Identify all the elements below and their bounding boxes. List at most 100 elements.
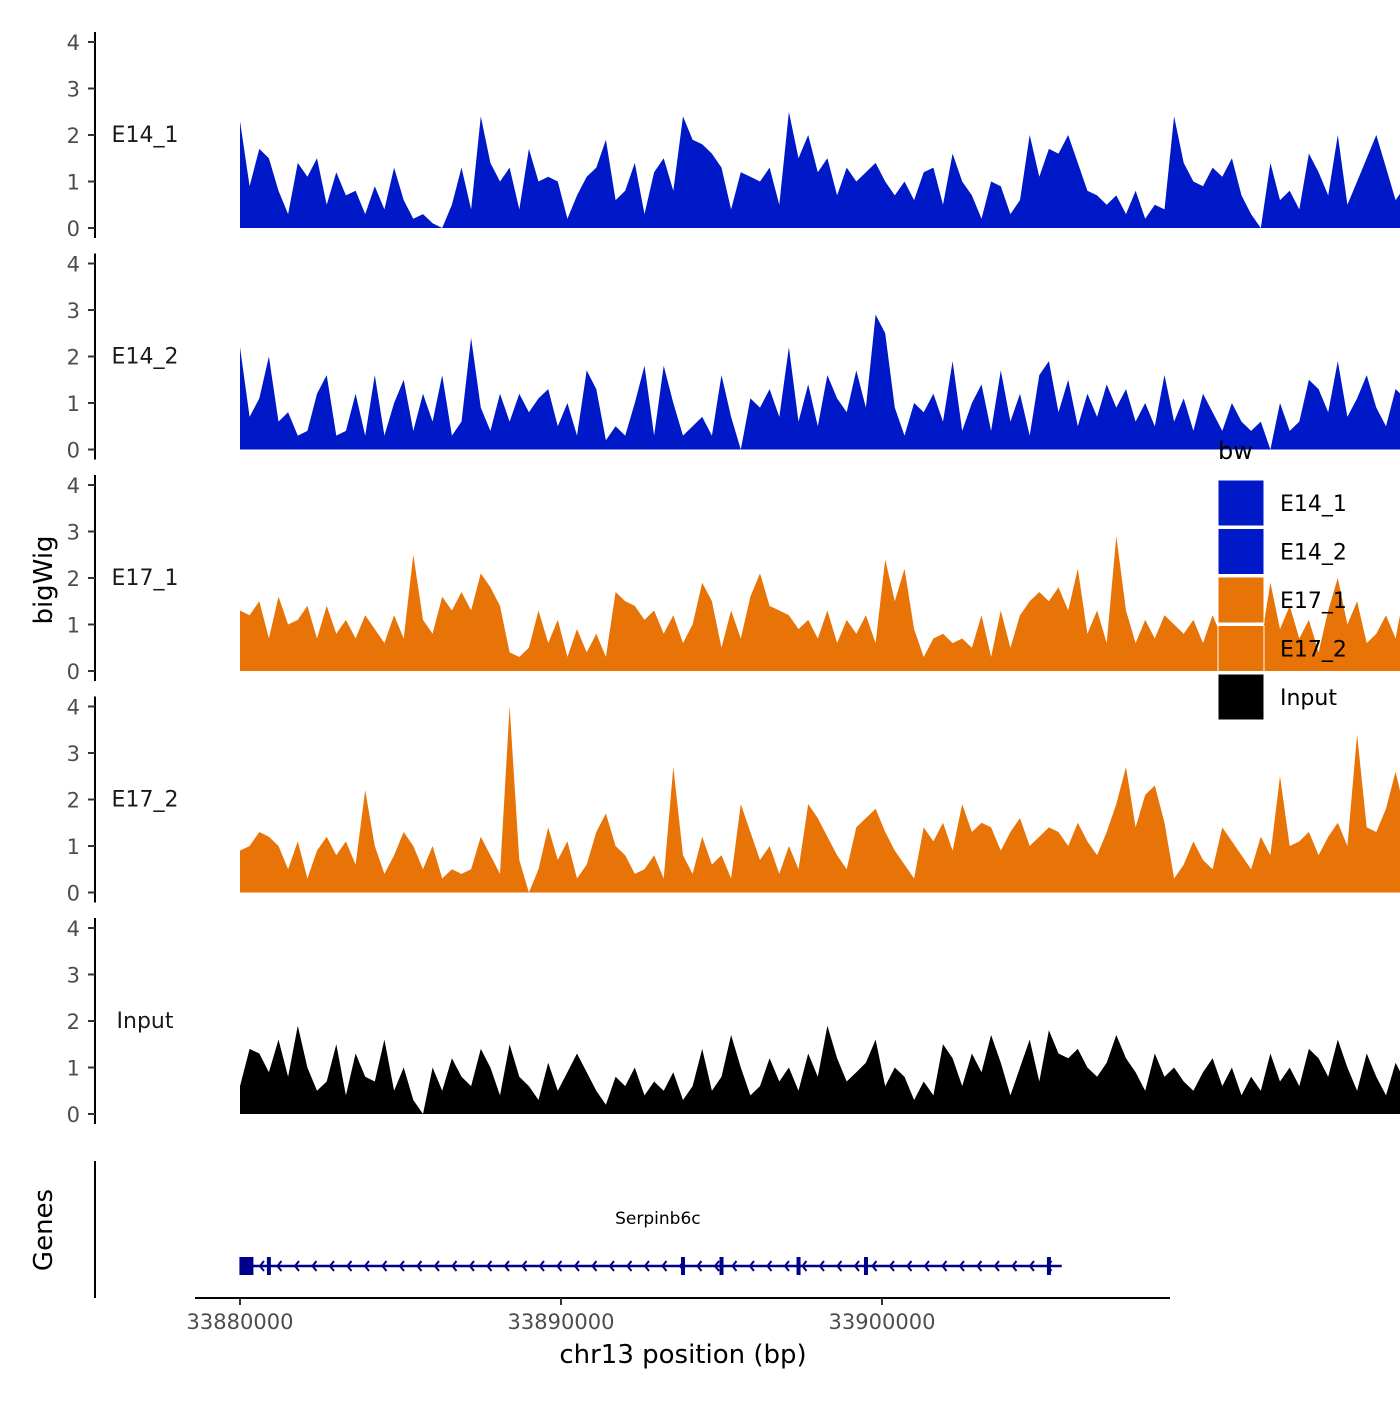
track-y-tick-label: 0	[67, 439, 80, 463]
legend-label: E17_2	[1280, 638, 1347, 663]
gene-exon	[239, 1257, 254, 1275]
strand-arrow	[293, 1260, 300, 1272]
strand-arrow	[258, 1260, 265, 1272]
strand-arrow	[416, 1260, 423, 1272]
legend-item-e17_2: E17_2	[1217, 625, 1347, 672]
genes-panel-label: Genes	[29, 1189, 59, 1271]
track-y-tick-label: 1	[67, 1057, 80, 1081]
coverage-area	[240, 536, 1400, 671]
strand-arrow	[608, 1260, 615, 1272]
legend: bw E14_1 E14_2 E17_1 E17_2 Input	[1217, 437, 1347, 721]
track-y-tick-label: 0	[67, 1103, 80, 1127]
strand-arrow	[906, 1260, 913, 1272]
strand-arrow	[328, 1260, 335, 1272]
strand-arrow	[853, 1260, 860, 1272]
legend-items: E14_1 E14_2 E17_1 E17_2 Input	[1217, 479, 1347, 721]
gene-exon	[719, 1257, 724, 1275]
track-y-tick-label: 4	[67, 917, 80, 941]
track-y-tick-label: 2	[67, 567, 80, 591]
track-y-tick-label: 2	[67, 1010, 80, 1034]
strand-arrow	[923, 1260, 930, 1272]
gene-serpinb6c: Serpinb6c	[239, 1209, 1062, 1275]
strand-arrow	[591, 1260, 598, 1272]
track-y-tick-label: 1	[67, 614, 80, 638]
track-y-tick-label: 4	[67, 31, 80, 55]
strand-arrow	[766, 1260, 773, 1272]
strand-arrow	[836, 1260, 843, 1272]
strand-arrow	[993, 1260, 1000, 1272]
track-e14_1: 0 1 2 3 4 E14_1	[67, 31, 1400, 241]
legend-item-e14_2: E14_2	[1217, 528, 1347, 575]
track-y-tick-label: 2	[67, 789, 80, 813]
legend-label: E14_1	[1280, 492, 1347, 517]
legend-swatch	[1217, 673, 1265, 721]
strand-arrow	[888, 1260, 895, 1272]
track-label: E17_1	[112, 566, 179, 591]
track-y-tick-label: 3	[67, 299, 80, 323]
x-tick-label: 33880000	[187, 1310, 294, 1334]
gene-exon	[1046, 1257, 1051, 1275]
gene-layer: Serpinb6c	[239, 1209, 1062, 1275]
tracks-layer: 0 1 2 3 4 E14_1 0 1 2 3 4 E14_2 0 1 2 3 4 E17_1 0 1 2 3 4 E17_2…	[67, 31, 1400, 1127]
track-y-tick-label: 0	[67, 882, 80, 906]
track-y-tick-label: 3	[67, 521, 80, 545]
gene-name-label: Serpinb6c	[615, 1209, 700, 1229]
strand-arrow	[801, 1260, 808, 1272]
track-y-tick-label: 4	[67, 253, 80, 277]
track-y-tick-label: 3	[67, 742, 80, 766]
y-axis-title: bigWig	[29, 535, 59, 624]
track-label: E17_2	[112, 788, 179, 813]
strand-arrow	[731, 1260, 738, 1272]
coverage-area	[240, 1025, 1400, 1114]
x-ticks: 33880000 33890000 33900000	[187, 1298, 936, 1334]
strand-arrow	[643, 1260, 650, 1272]
coverage-area	[240, 314, 1400, 450]
strand-arrow	[538, 1260, 545, 1272]
x-tick-label: 33890000	[508, 1310, 615, 1334]
gene-exon	[680, 1257, 685, 1275]
track-y-tick-label: 1	[67, 835, 80, 859]
track-y-tick-label: 0	[67, 660, 80, 684]
strand-arrow	[451, 1260, 458, 1272]
legend-label: Input	[1280, 686, 1337, 711]
gene-exon	[266, 1257, 271, 1275]
track-y-tick-label: 2	[67, 346, 80, 370]
x-tick-label: 33900000	[829, 1310, 936, 1334]
strand-arrow	[713, 1260, 720, 1272]
legend-title: bw	[1218, 437, 1253, 465]
strand-arrow	[661, 1260, 668, 1272]
gene-exon	[796, 1257, 801, 1275]
legend-label: E14_2	[1280, 541, 1347, 566]
legend-swatch	[1217, 528, 1265, 575]
strand-arrow	[486, 1260, 493, 1272]
gene-exon	[863, 1257, 868, 1275]
track-y-tick-label: 4	[67, 696, 80, 720]
legend-item-input: Input	[1217, 673, 1337, 721]
track-e17_2: 0 1 2 3 4 E17_2	[67, 696, 1400, 906]
strand-arrow	[346, 1260, 353, 1272]
track-y-tick-label: 3	[67, 964, 80, 988]
strand-arrow	[573, 1260, 580, 1272]
legend-item-e17_1: E17_1	[1217, 576, 1347, 624]
strand-arrow	[363, 1260, 370, 1272]
strand-arrow	[696, 1260, 703, 1272]
legend-swatch	[1217, 576, 1265, 624]
strand-arrow	[958, 1260, 965, 1272]
legend-swatch	[1217, 625, 1265, 672]
strand-arrow	[503, 1260, 510, 1272]
strand-arrow	[398, 1260, 405, 1272]
track-y-tick-label: 1	[67, 171, 80, 195]
track-input: 0 1 2 3 4 Input	[67, 917, 1400, 1127]
strand-arrow	[871, 1260, 878, 1272]
coverage-area	[240, 706, 1400, 893]
strand-arrow	[626, 1260, 633, 1272]
track-e14_2: 0 1 2 3 4 E14_2	[67, 253, 1400, 463]
strand-arrow	[381, 1260, 388, 1272]
track-y-tick-label: 3	[67, 78, 80, 102]
x-axis-title: chr13 position (bp)	[559, 1340, 806, 1370]
strand-arrow	[783, 1260, 790, 1272]
strand-arrow	[468, 1260, 475, 1272]
strand-arrow	[818, 1260, 825, 1272]
genes-panel: Genes Serpinb6c	[29, 1161, 1062, 1298]
